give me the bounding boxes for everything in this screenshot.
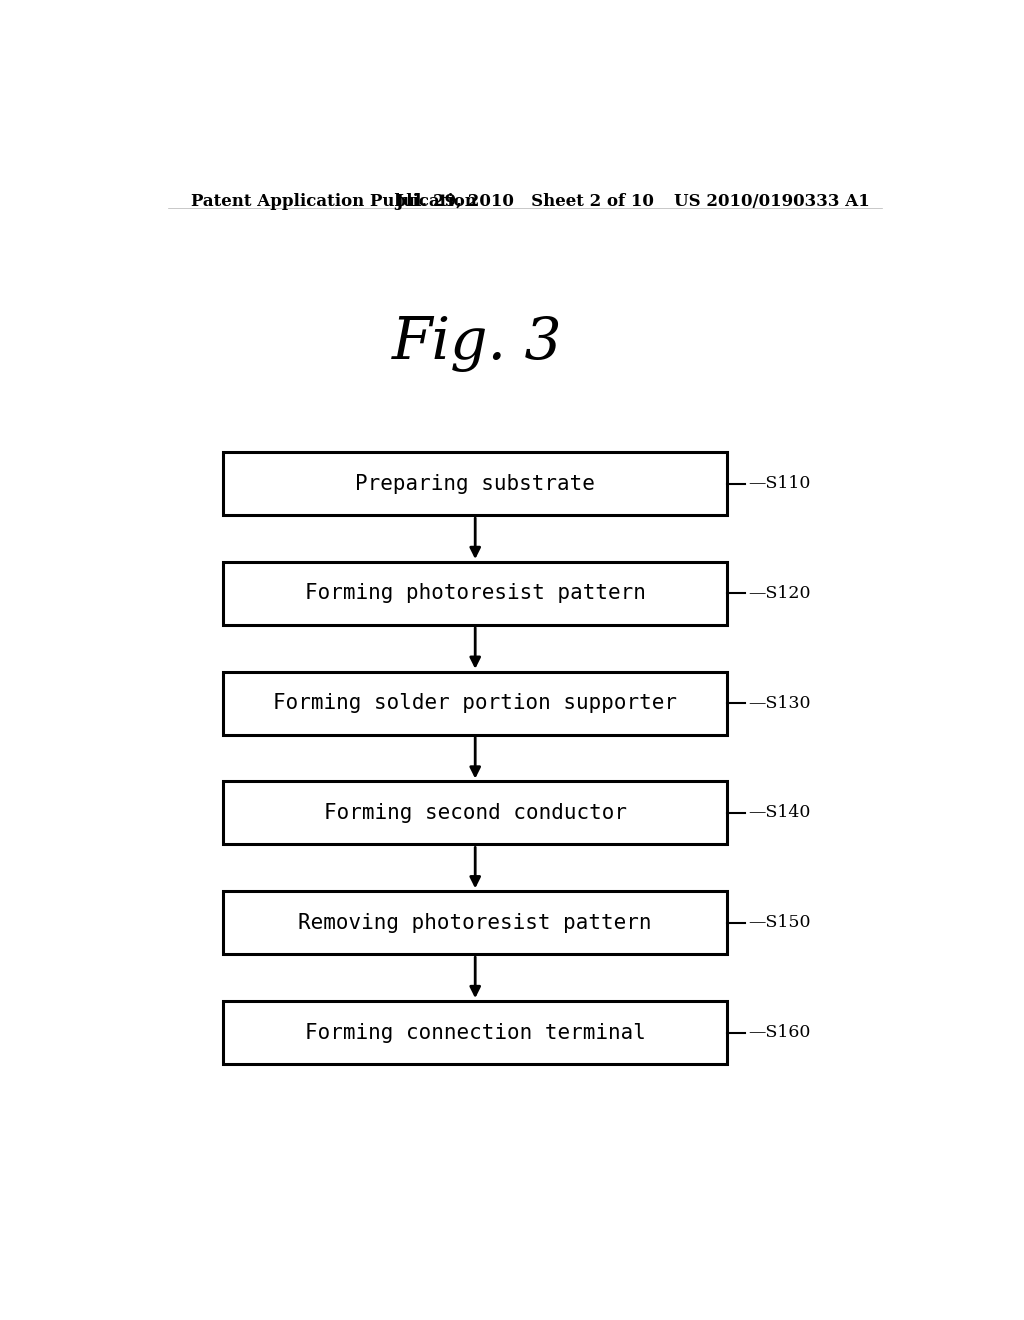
Bar: [223, 1001, 727, 1064]
Text: —S130: —S130: [749, 694, 811, 711]
Bar: [223, 781, 727, 845]
Text: Fig. 3: Fig. 3: [392, 315, 562, 372]
Bar: [223, 453, 727, 515]
Bar: [223, 562, 727, 624]
Bar: [223, 891, 727, 954]
Text: —S110: —S110: [749, 475, 811, 492]
Text: —S120: —S120: [749, 585, 811, 602]
Text: —S160: —S160: [749, 1024, 811, 1041]
Text: Forming photoresist pattern: Forming photoresist pattern: [305, 583, 646, 603]
Text: —S140: —S140: [749, 804, 811, 821]
Text: Preparing substrate: Preparing substrate: [355, 474, 595, 494]
Text: Patent Application Publication: Patent Application Publication: [191, 193, 477, 210]
Text: Forming connection terminal: Forming connection terminal: [305, 1023, 646, 1043]
Text: Removing photoresist pattern: Removing photoresist pattern: [298, 912, 652, 933]
Text: Forming solder portion supporter: Forming solder portion supporter: [273, 693, 677, 713]
Text: US 2010/0190333 A1: US 2010/0190333 A1: [674, 193, 870, 210]
Text: —S150: —S150: [749, 915, 811, 931]
Text: Jul. 29, 2010   Sheet 2 of 10: Jul. 29, 2010 Sheet 2 of 10: [395, 193, 654, 210]
Bar: [223, 672, 727, 735]
Text: Forming second conductor: Forming second conductor: [324, 803, 627, 822]
